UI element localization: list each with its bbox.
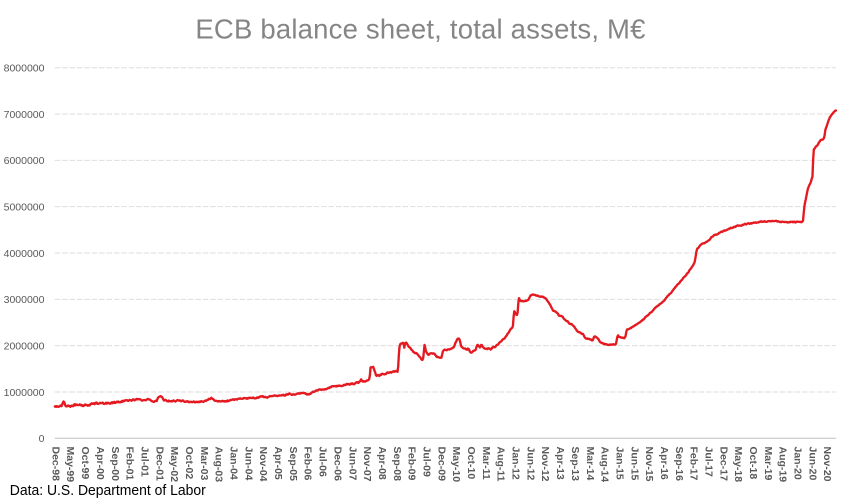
svg-text:Jun-12: Jun-12 [524, 447, 536, 481]
svg-text:Dec-06: Dec-06 [331, 447, 343, 482]
svg-text:Jan-04: Jan-04 [228, 447, 240, 480]
svg-text:6000000: 6000000 [4, 155, 45, 167]
svg-text:Nov-20: Nov-20 [821, 447, 833, 482]
svg-text:Mar-14: Mar-14 [584, 447, 596, 481]
svg-text:Aug-19: Aug-19 [777, 447, 789, 483]
svg-text:Apr-05: Apr-05 [272, 447, 284, 480]
svg-text:Sep-13: Sep-13 [569, 447, 581, 482]
svg-text:4000000: 4000000 [4, 248, 45, 260]
svg-text:Jan-15: Jan-15 [613, 447, 625, 480]
svg-text:Jun-04: Jun-04 [242, 447, 254, 481]
svg-text:Apr-08: Apr-08 [376, 447, 388, 480]
svg-text:Jul-09: Jul-09 [420, 447, 432, 478]
svg-text:Mar-19: Mar-19 [762, 447, 774, 481]
svg-text:Apr-00: Apr-00 [94, 447, 106, 480]
svg-text:Nov-15: Nov-15 [643, 447, 655, 482]
svg-text:Jul-17: Jul-17 [702, 447, 714, 478]
svg-text:Sep-16: Sep-16 [673, 447, 685, 482]
svg-text:Nov-04: Nov-04 [257, 447, 269, 482]
svg-text:Jun-07: Jun-07 [346, 447, 358, 481]
svg-text:ECB balance sheet, total asset: ECB balance sheet, total assets, M€ [195, 14, 645, 45]
svg-text:Aug-14: Aug-14 [599, 447, 611, 483]
svg-text:Dec-01: Dec-01 [153, 447, 165, 482]
svg-text:Feb-17: Feb-17 [688, 447, 700, 481]
svg-text:May-10: May-10 [450, 447, 462, 483]
svg-text:Jan-12: Jan-12 [510, 447, 522, 480]
svg-text:5000000: 5000000 [4, 202, 45, 214]
svg-text:Oct-18: Oct-18 [747, 447, 759, 480]
svg-text:Jun-15: Jun-15 [628, 447, 640, 481]
svg-text:Dec-98: Dec-98 [49, 447, 61, 482]
svg-text:Sep-00: Sep-00 [109, 447, 121, 482]
svg-text:Sep-08: Sep-08 [391, 447, 403, 482]
svg-text:7000000: 7000000 [4, 109, 45, 121]
svg-text:Oct-99: Oct-99 [79, 447, 91, 480]
svg-text:Dec-09: Dec-09 [435, 447, 447, 482]
svg-text:Mar-03: Mar-03 [198, 447, 210, 481]
svg-text:3000000: 3000000 [4, 294, 45, 306]
svg-text:Jul-06: Jul-06 [317, 447, 329, 478]
svg-text:Dec-17: Dec-17 [717, 447, 729, 482]
svg-text:Apr-13: Apr-13 [554, 447, 566, 480]
svg-text:May-18: May-18 [732, 447, 744, 483]
svg-text:Aug-11: Aug-11 [495, 447, 507, 482]
svg-text:Jul-01: Jul-01 [138, 447, 150, 478]
svg-text:1000000: 1000000 [4, 387, 45, 399]
svg-text:Feb-09: Feb-09 [406, 447, 418, 481]
svg-text:Jun-20: Jun-20 [806, 447, 818, 481]
svg-text:May-02: May-02 [168, 447, 180, 483]
svg-text:Nov-07: Nov-07 [361, 447, 373, 482]
svg-text:Feb-01: Feb-01 [124, 447, 136, 481]
svg-text:Oct-02: Oct-02 [183, 447, 195, 480]
svg-text:Oct-10: Oct-10 [465, 447, 477, 480]
svg-text:Data: U.S. Department of Labor: Data: U.S. Department of Labor [10, 482, 206, 499]
svg-text:Feb-06: Feb-06 [302, 447, 314, 481]
svg-text:Sep-05: Sep-05 [287, 447, 299, 482]
svg-text:2000000: 2000000 [4, 340, 45, 352]
svg-text:May-99: May-99 [64, 447, 76, 483]
svg-text:0: 0 [39, 433, 45, 445]
svg-text:Apr-16: Apr-16 [658, 447, 670, 480]
svg-text:Jan-20: Jan-20 [792, 447, 804, 480]
svg-text:Mar-11: Mar-11 [480, 447, 492, 480]
svg-text:Aug-03: Aug-03 [213, 447, 225, 483]
svg-text:Nov-12: Nov-12 [539, 447, 551, 482]
svg-text:8000000: 8000000 [4, 63, 45, 75]
